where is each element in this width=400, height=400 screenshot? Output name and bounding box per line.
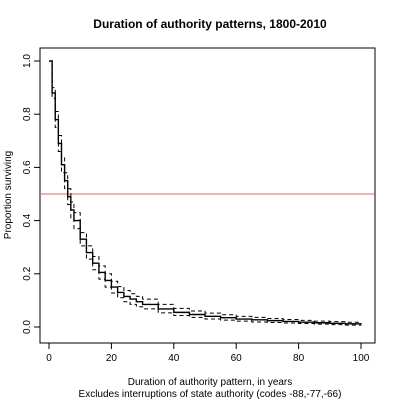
series-upper-line [49,60,362,323]
y-tick-label: 1.0 [22,54,33,68]
y-tick-label: 0.8 [22,107,33,121]
plot-frame [39,47,376,344]
y-axis: 0.0 0.2 0.4 0.6 0.8 1.0 [22,54,40,334]
series-estimate-line [49,60,362,325]
x-axis-sublabel: Excludes interruptions of state authorit… [79,389,342,400]
series-lower-line [49,60,362,326]
y-tick-label: 0.4 [22,213,33,227]
x-tick-label: 40 [168,353,180,364]
y-tick-label: 0.6 [22,160,33,174]
x-axis-label: Duration of authority pattern, in years [128,377,293,388]
chart-title: Duration of authority patterns, 1800-201… [93,17,327,31]
y-tick-label: 0.2 [22,266,33,280]
series-layer [49,60,362,326]
x-tick-label: 20 [106,353,118,364]
y-tick-label: 0.0 [22,320,33,334]
x-tick-label: 80 [293,353,305,364]
x-tick-label: 60 [231,353,243,364]
x-tick-label: 100 [353,353,370,364]
y-axis-label: Proportion surviving [3,151,14,239]
x-axis: 0 20 40 60 80 100 [46,343,370,364]
x-tick-label: 0 [46,353,52,364]
